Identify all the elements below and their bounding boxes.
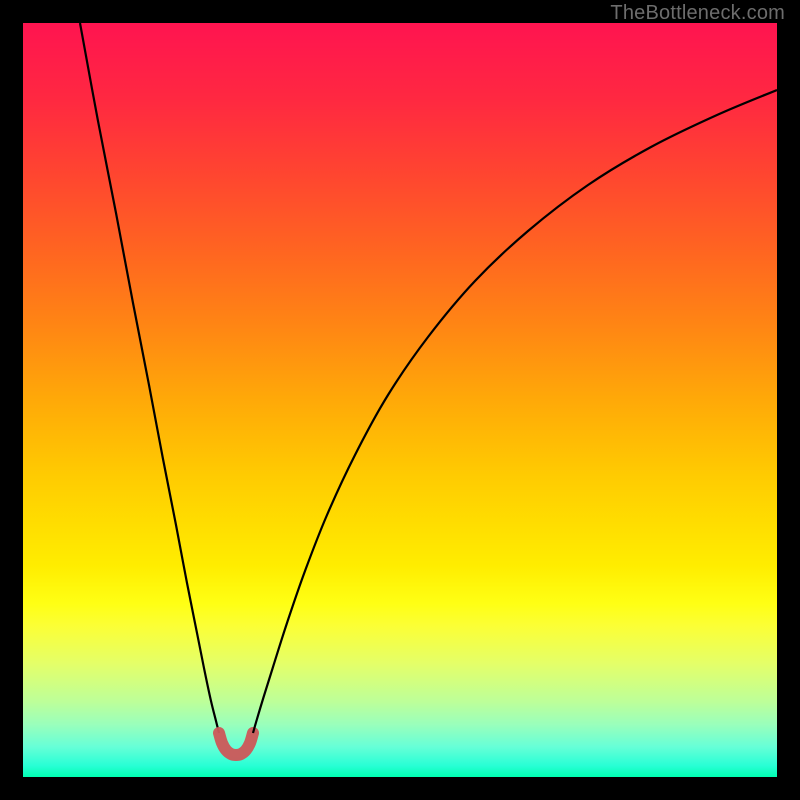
chart-frame: TheBottleneck.com [0,0,800,800]
plot-svg [23,23,777,777]
plot-area [23,23,777,777]
heatmap-background [23,23,777,777]
watermark-text: TheBottleneck.com [610,2,785,25]
